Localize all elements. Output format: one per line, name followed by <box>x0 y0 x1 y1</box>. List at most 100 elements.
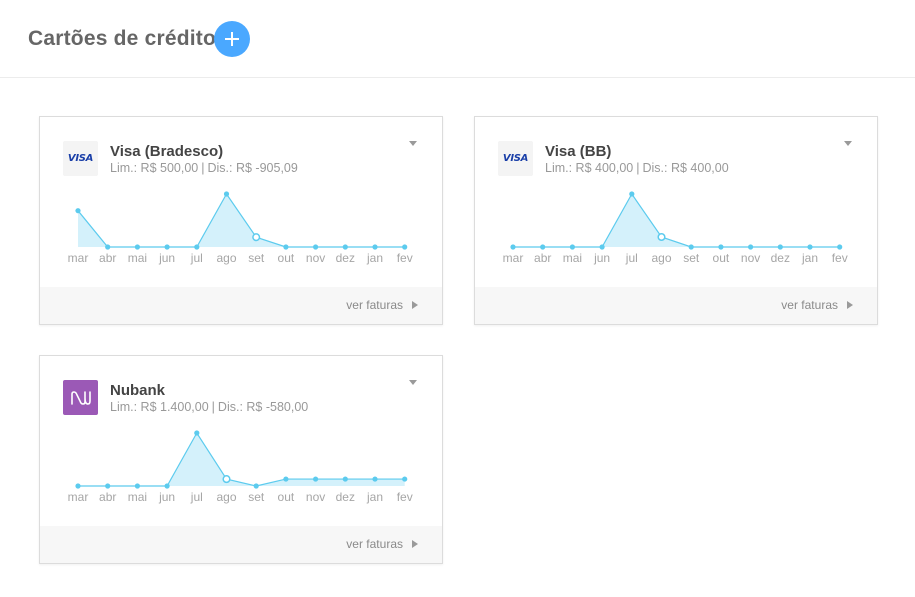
card-name: Visa (Bradesco) <box>110 143 224 160</box>
month-tick-label: dez <box>336 251 355 265</box>
card-footer: ver faturas <box>475 287 877 324</box>
card-limit: Lim.: R$ 500,00 <box>110 161 199 175</box>
card-available: Dis.: R$ -580,00 <box>217 400 309 414</box>
chevron-down-icon[interactable] <box>406 378 420 388</box>
chart-area <box>78 433 405 486</box>
chart-point[interactable] <box>569 244 575 250</box>
chart-point[interactable] <box>540 244 546 250</box>
month-tick-label: jan <box>801 251 818 265</box>
add-card-button[interactable] <box>214 21 250 57</box>
chart-point[interactable] <box>194 244 200 250</box>
card-chart: mar abr mai jun jul ago set out nov dez jan fev <box>68 430 413 504</box>
card-available: Dis.: R$ -905,09 <box>207 161 298 175</box>
chart-point[interactable] <box>283 476 289 482</box>
chart-point[interactable] <box>688 244 694 250</box>
chart-point[interactable] <box>342 476 348 482</box>
chart-point[interactable] <box>313 244 319 250</box>
ver-faturas-link[interactable]: ver faturas <box>346 298 418 312</box>
month-tick-label: jul <box>190 251 203 265</box>
chart-point[interactable] <box>372 476 378 482</box>
month-tick-label: fev <box>397 490 413 504</box>
chart-point[interactable] <box>222 475 231 484</box>
visa-logo: VISA <box>498 141 533 176</box>
page-title: Cartões de crédito <box>28 27 216 50</box>
month-tick-label: out <box>278 251 295 265</box>
chart-point[interactable] <box>164 483 170 489</box>
card-limits: Lim.: R$ 500,00 | Dis.: R$ -905,09 <box>110 161 298 175</box>
month-tick-label: abr <box>534 251 551 265</box>
card-limit: Lim.: R$ 400,00 <box>545 161 634 175</box>
card-limits: Lim.: R$ 400,00 | Dis.: R$ 400,00 <box>545 161 729 175</box>
chart-point[interactable] <box>164 244 170 250</box>
chart-point[interactable] <box>105 483 111 489</box>
chevron-down-icon[interactable] <box>841 139 855 149</box>
chart-point[interactable] <box>402 476 408 482</box>
nubank-logo <box>63 380 98 415</box>
month-tick-label: jul <box>190 490 203 504</box>
chart-line <box>78 431 405 487</box>
credit-card-panel: VISA Visa (BB) Lim.: R$ 400,00 | Dis.: R$ … <box>474 116 878 325</box>
chart-point[interactable] <box>510 244 516 250</box>
ver-faturas-link[interactable]: ver faturas <box>781 298 853 312</box>
card-footer: ver faturas <box>40 287 442 324</box>
month-tick-label: jun <box>158 490 175 504</box>
card-name: Nubank <box>110 382 166 399</box>
chart-line <box>77 192 405 248</box>
month-tick-label: jan <box>366 490 383 504</box>
month-tick-label: jul <box>625 251 638 265</box>
nubank-icon <box>70 390 91 405</box>
card-name: Visa (BB) <box>545 143 612 160</box>
chart-area <box>78 194 405 247</box>
chart-point[interactable] <box>807 244 813 250</box>
chart-point[interactable] <box>718 244 724 250</box>
month-tick-label: jun <box>158 251 175 265</box>
month-tick-label: jan <box>366 251 383 265</box>
month-tick-label: nov <box>306 251 325 265</box>
month-tick-label: mai <box>128 490 147 504</box>
plus-icon <box>225 32 239 46</box>
chart-point[interactable] <box>134 244 140 250</box>
chevron-right-icon <box>412 301 418 309</box>
month-tick-label: nov <box>741 251 760 265</box>
month-tick-label: abr <box>99 251 116 265</box>
credit-card-panel: VISA Visa (Bradesco) Lim.: R$ 500,00 | Dis… <box>39 116 443 325</box>
chart-point[interactable] <box>837 244 843 250</box>
month-tick-label: ago <box>651 251 671 265</box>
chart-point[interactable] <box>253 483 259 489</box>
chart-point[interactable] <box>372 244 378 250</box>
chart-point[interactable] <box>342 244 348 250</box>
month-tick-label: nov <box>306 490 325 504</box>
month-tick-label: mar <box>503 251 524 265</box>
chart-point[interactable] <box>75 483 81 489</box>
card-chart: mar abr mai jun jul ago set out nov dez jan fev <box>68 191 413 265</box>
chart-point[interactable] <box>134 483 140 489</box>
chart-point[interactable] <box>75 208 81 214</box>
chart-point[interactable] <box>252 233 261 242</box>
chart-area <box>513 194 840 247</box>
chart-point[interactable] <box>402 244 408 250</box>
chart-point[interactable] <box>629 191 635 197</box>
chart-point[interactable] <box>599 244 605 250</box>
chart-point[interactable] <box>283 244 289 250</box>
month-tick-label: abr <box>99 490 116 504</box>
chart-point[interactable] <box>105 244 111 250</box>
chart-point[interactable] <box>748 244 754 250</box>
chart-point[interactable] <box>657 232 666 242</box>
card-footer: ver faturas <box>40 526 442 563</box>
chart-line <box>513 192 840 248</box>
month-tick-label: ago <box>216 490 236 504</box>
chart-point[interactable] <box>777 244 783 250</box>
month-tick-label: set <box>248 490 265 504</box>
chart-point[interactable] <box>194 430 200 436</box>
card-limits: Lim.: R$ 1.400,00 | Dis.: R$ -580,00 <box>110 400 309 414</box>
month-tick-label: out <box>713 251 730 265</box>
ver-faturas-link[interactable]: ver faturas <box>346 537 418 551</box>
month-tick-label: jun <box>593 251 610 265</box>
month-tick-label: mar <box>68 490 89 504</box>
month-tick-label: mai <box>128 251 147 265</box>
chart-point[interactable] <box>223 191 230 197</box>
month-tick-label: mai <box>563 251 582 265</box>
chevron-down-icon[interactable] <box>406 139 420 149</box>
chart-point[interactable] <box>313 476 319 482</box>
card-available: Dis.: R$ 400,00 <box>642 161 729 175</box>
